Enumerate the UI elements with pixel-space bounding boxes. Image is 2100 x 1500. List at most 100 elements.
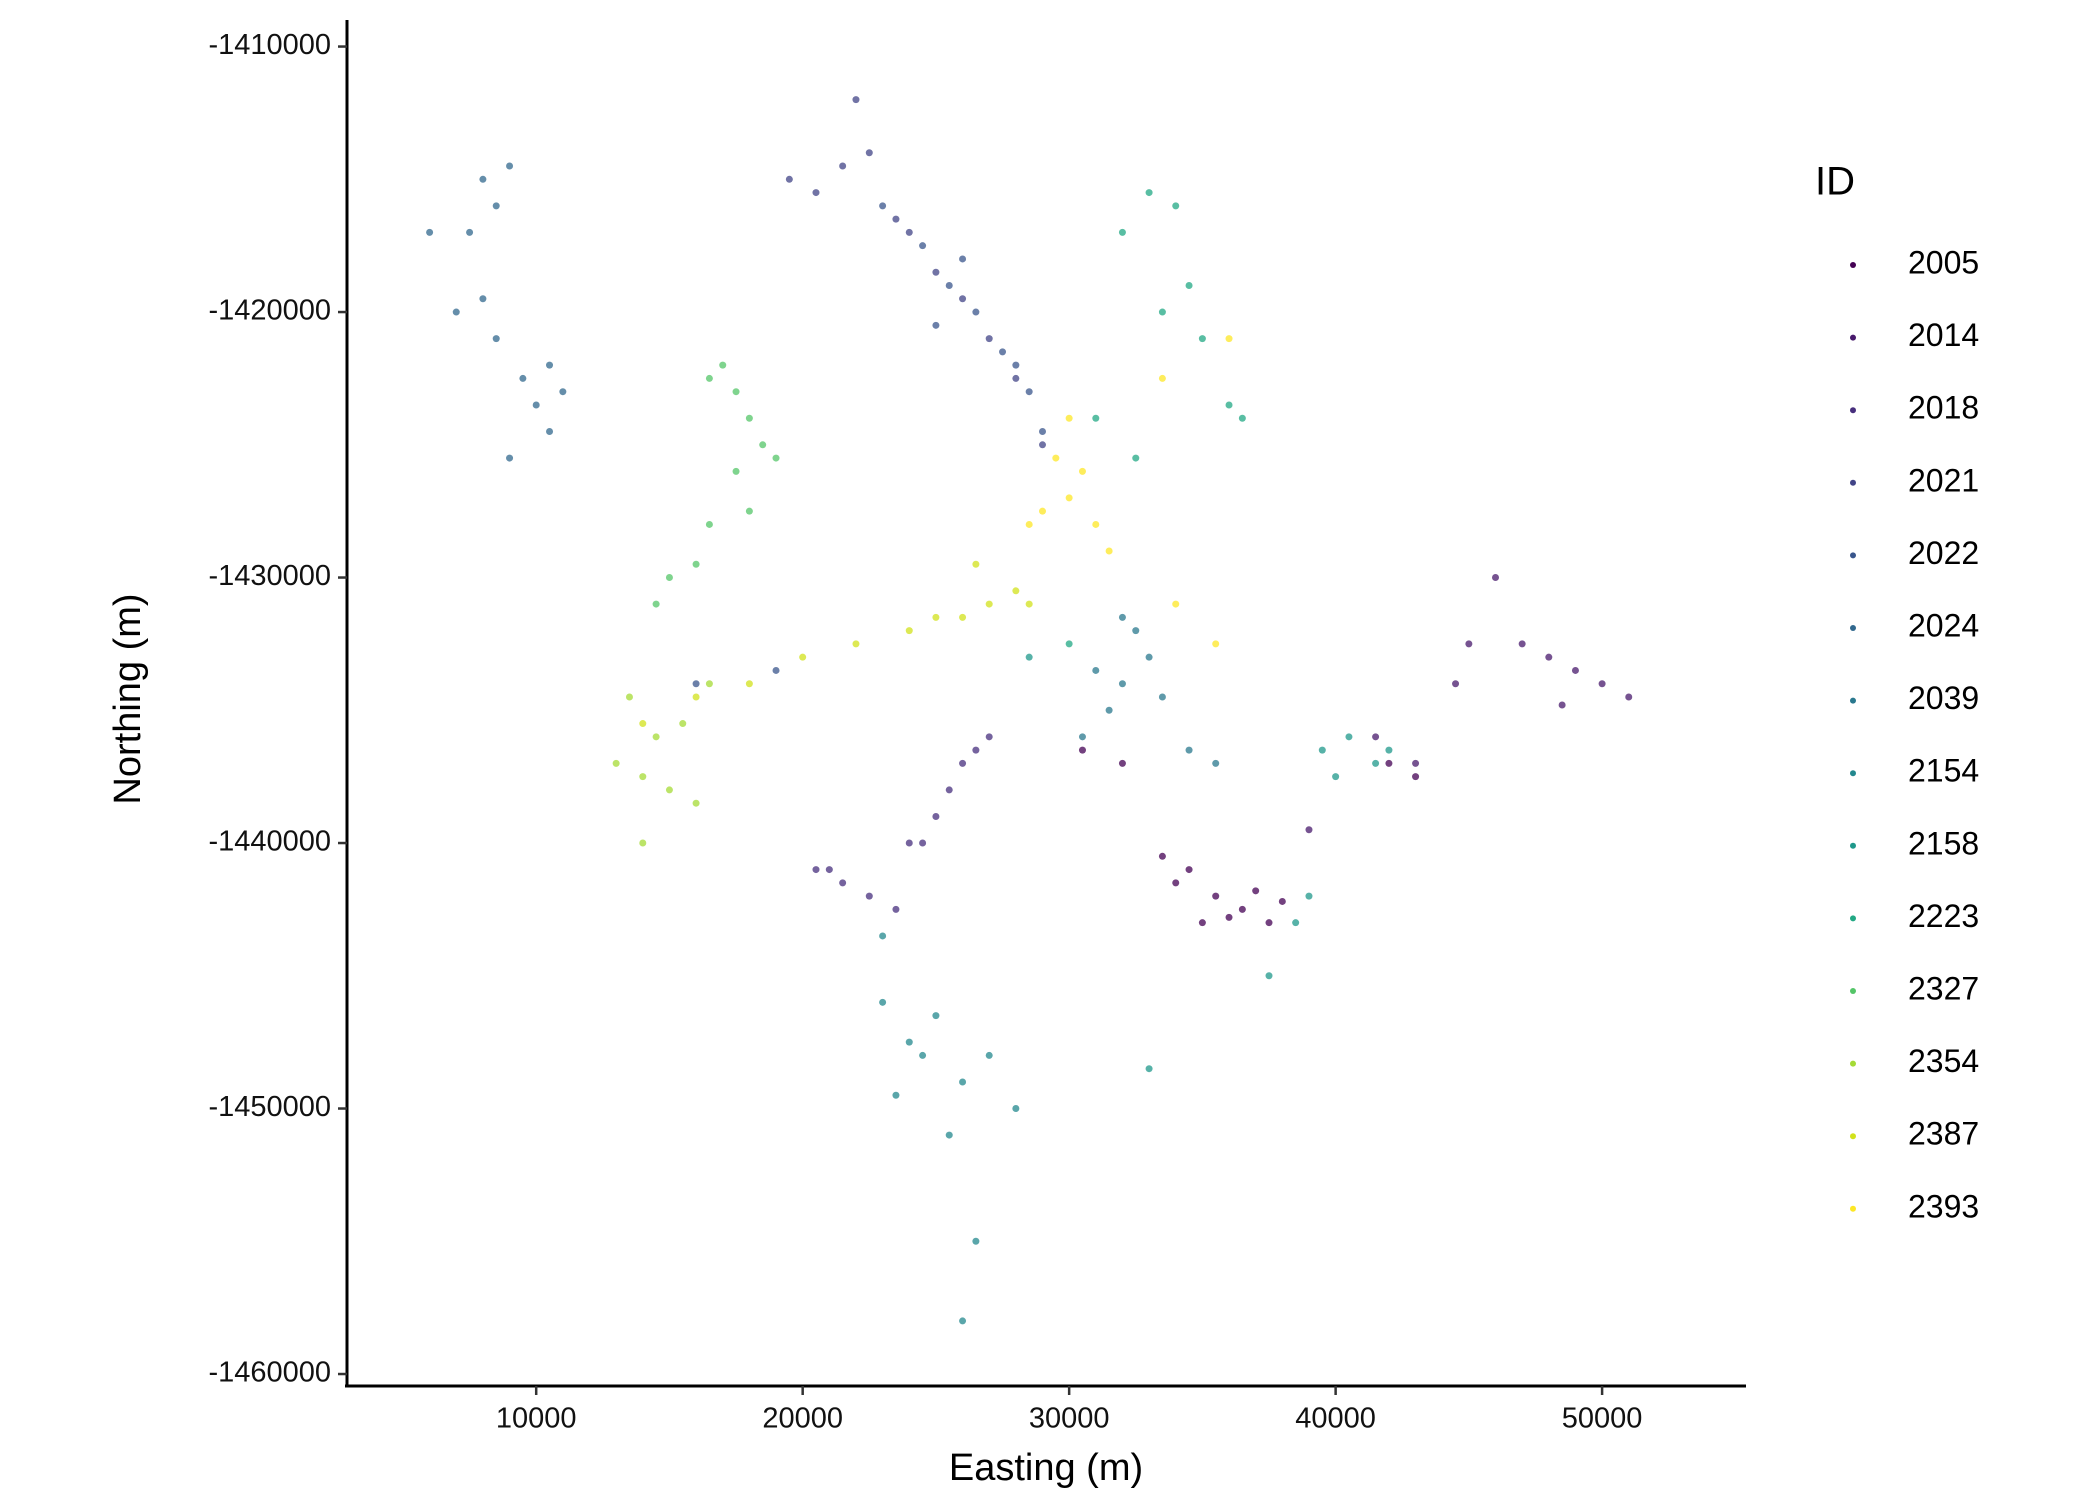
point (466, 228, 474, 236)
x-tick-label: 20000 (762, 1403, 843, 1435)
point (785, 175, 793, 183)
point (959, 295, 967, 303)
point (1558, 701, 1566, 709)
point (1545, 653, 1553, 661)
point (732, 467, 740, 475)
point (1305, 826, 1313, 834)
legend-swatch (1850, 407, 1856, 414)
point (879, 202, 887, 210)
legend-label: 2021 (1908, 462, 1979, 498)
point (932, 613, 940, 621)
point (905, 839, 913, 847)
point (1078, 467, 1086, 475)
point (1185, 866, 1193, 874)
point (1172, 202, 1180, 210)
point (1012, 1105, 1020, 1113)
legend-swatch (1850, 988, 1856, 994)
point (1092, 666, 1100, 674)
x-tick-label: 50000 (1562, 1403, 1643, 1435)
point (705, 520, 713, 528)
point (799, 653, 807, 661)
legend-swatch (1850, 1205, 1856, 1212)
point (1212, 892, 1220, 900)
point (492, 202, 500, 210)
point (1265, 972, 1273, 980)
x-tick-label: 10000 (496, 1403, 577, 1435)
point (959, 1078, 967, 1086)
point (479, 295, 487, 303)
point (506, 454, 514, 462)
legend-swatch (1850, 915, 1856, 922)
point (905, 228, 913, 236)
point (959, 759, 967, 767)
point (1118, 680, 1126, 688)
point (426, 228, 434, 236)
point (705, 680, 713, 688)
point (745, 680, 753, 688)
point (1158, 852, 1166, 860)
point (1145, 653, 1153, 661)
point (639, 773, 647, 781)
point (1625, 693, 1633, 701)
point (546, 428, 554, 436)
point (1518, 640, 1526, 648)
point (1025, 520, 1033, 528)
point (839, 162, 847, 170)
point (639, 720, 647, 728)
point (972, 308, 980, 316)
point (865, 149, 873, 157)
point (812, 866, 820, 874)
point (1238, 905, 1246, 913)
point (839, 879, 847, 887)
point (959, 613, 967, 621)
point (1305, 892, 1313, 900)
point (919, 839, 927, 847)
y-tick-label: -1430000 (208, 560, 331, 592)
point (1052, 454, 1060, 462)
point (506, 162, 514, 170)
point (732, 388, 740, 396)
y-tick-label: -1440000 (208, 826, 331, 858)
point (1078, 746, 1086, 754)
legend-swatch (1850, 479, 1856, 486)
legend-label: 2158 (1908, 825, 1979, 861)
point (719, 361, 727, 369)
point (972, 560, 980, 568)
point (1118, 613, 1126, 621)
point (892, 1091, 900, 1099)
y-axis-label: Northing (m) (107, 593, 149, 804)
point (745, 507, 753, 515)
point (1452, 680, 1460, 688)
point (985, 733, 993, 741)
legend-label: 2393 (1908, 1188, 1979, 1224)
point (532, 401, 540, 409)
legend-swatch (1850, 552, 1856, 559)
point (1412, 759, 1420, 767)
point (852, 96, 860, 104)
point (452, 308, 460, 316)
point (985, 1051, 993, 1059)
point (1318, 746, 1326, 754)
point (825, 866, 833, 874)
legend-swatch (1850, 334, 1856, 341)
point (879, 998, 887, 1006)
x-axis-label: Easting (m) (949, 1447, 1143, 1489)
point (759, 441, 767, 449)
y-tick-label: -1450000 (208, 1091, 331, 1123)
point (1345, 733, 1353, 741)
legend-swatch (1850, 697, 1856, 704)
point (479, 175, 487, 183)
point (1118, 228, 1126, 236)
x-tick-label: 40000 (1295, 1403, 1376, 1435)
point (945, 1131, 953, 1139)
point (625, 693, 633, 701)
legend-label: 2154 (1908, 753, 1979, 789)
point (1278, 897, 1286, 905)
point (692, 693, 700, 701)
point (1252, 887, 1260, 895)
point (612, 759, 620, 767)
point (1198, 335, 1206, 343)
point (1492, 574, 1500, 582)
point (1158, 308, 1166, 316)
